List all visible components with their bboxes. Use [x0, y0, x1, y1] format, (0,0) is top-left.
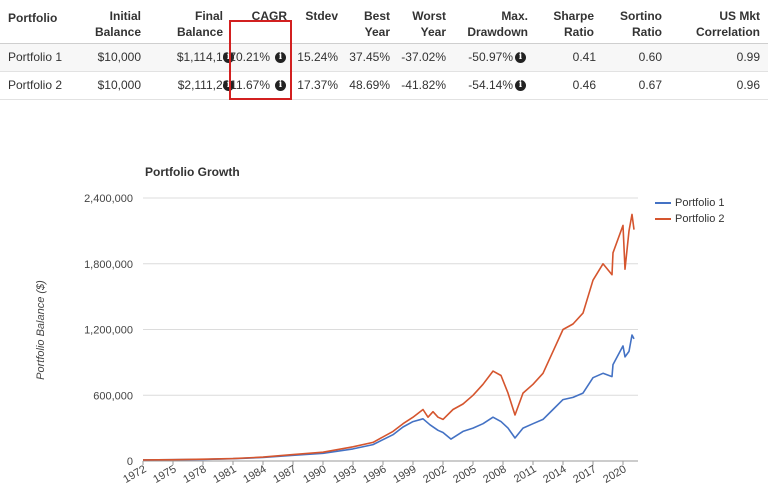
info-circle-icon[interactable]: i: [275, 80, 286, 91]
table-row: Portfolio 2 $10,000 $2,111,281 i 11.67% …: [0, 72, 768, 100]
series-line-portfolio-2: [142, 213, 635, 461]
series-lines: [142, 213, 635, 461]
y-axis-label: Portfolio Balance ($): [35, 280, 47, 380]
cell-portfolio: Portfolio 1: [8, 50, 63, 64]
grid-lines: [143, 197, 638, 462]
cell-us-mkt-correlation: 0.99: [736, 50, 760, 64]
header-final-balance: Final Balance: [176, 9, 223, 39]
header-sharpe-ratio: Sharpe Ratio: [553, 9, 594, 39]
info-circle-icon[interactable]: i: [275, 52, 286, 63]
header-us-mkt-correlation: US Mkt Correlation: [695, 9, 760, 39]
x-tick-label: 1987: [271, 463, 298, 486]
x-tick-label: 1975: [151, 463, 178, 486]
x-tick-label: 2005: [451, 463, 478, 486]
x-tick-label: 1984: [241, 463, 268, 486]
x-tick-label: 2002: [421, 463, 448, 486]
header-stdev: Stdev: [305, 9, 338, 23]
cell-sharpe-ratio: 0.46: [572, 78, 596, 92]
x-tick-label: 1993: [331, 463, 358, 486]
chart-title: Portfolio Growth: [145, 165, 240, 179]
info-circle-icon[interactable]: i: [515, 52, 526, 63]
info-circle-icon[interactable]: i: [223, 80, 234, 91]
x-tick-label: 2011: [512, 463, 538, 485]
header-initial-balance: Initial Balance: [94, 9, 141, 39]
legend-item-portfolio-1[interactable]: Portfolio 1: [655, 196, 725, 212]
header-portfolio: Portfolio: [8, 11, 58, 25]
header-best-year: Best Year: [363, 9, 390, 39]
cell-sortino-ratio: 0.67: [638, 78, 662, 92]
x-tick-label: 1981: [211, 463, 238, 486]
y-tick-label: 0: [127, 456, 133, 468]
cell-stdev: 15.24%: [297, 50, 338, 64]
chart-legend: Portfolio 1 Portfolio 2: [655, 196, 725, 228]
cagr-highlight-box: [229, 20, 292, 100]
x-tick-label: 2020: [601, 463, 628, 486]
x-tick-label: 1978: [181, 463, 208, 486]
cell-initial-balance: $10,000: [97, 50, 141, 64]
cell-sharpe-ratio: 0.41: [572, 50, 596, 64]
x-tick-label: 1999: [391, 463, 418, 486]
cell-stdev: 17.37%: [297, 78, 338, 92]
cell-worst-year: -37.02%: [401, 50, 446, 64]
x-axis-ticks: 1972 1975 1978 1981 1984 1987 1990 1993 1996 1999…: [121, 461, 629, 486]
header-sortino-ratio: Sortino Ratio: [620, 9, 662, 39]
table-row: Portfolio 1 $10,000 $1,114,107 i 10.21% …: [0, 44, 768, 72]
cell-sortino-ratio: 0.60: [638, 50, 662, 64]
x-tick-label: 2008: [481, 463, 508, 486]
legend-swatch: [655, 202, 671, 204]
legend-swatch: [655, 218, 671, 220]
header-cagr: CAGR: [251, 9, 287, 23]
cell-cagr: 11.67%: [230, 78, 270, 92]
y-tick-label: 1,800,000: [84, 259, 133, 271]
cell-best-year: 48.69%: [349, 78, 390, 92]
portfolio-stats-table: Portfolio Initial Balance Final Balance CA…: [0, 0, 768, 100]
y-tick-label: 1,200,000: [84, 325, 133, 337]
cell-max-drawdown: -50.97%: [468, 50, 513, 64]
header-max-drawdown: Max. Drawdown: [467, 9, 528, 39]
x-tick-label: 1972: [121, 463, 148, 486]
y-axis-ticks: 0 600,000 1,200,000 1,800,000 2,400,000: [84, 193, 133, 468]
x-tick-label: 1996: [361, 463, 388, 486]
cell-portfolio: Portfolio 2: [8, 78, 63, 92]
y-tick-label: 2,400,000: [84, 193, 133, 205]
x-tick-label: 2014: [541, 463, 568, 486]
legend-label: Portfolio 1: [675, 197, 725, 209]
cell-us-mkt-correlation: 0.96: [736, 78, 760, 92]
cell-initial-balance: $10,000: [97, 78, 141, 92]
cell-final-balance: $2,111,281: [177, 78, 236, 92]
legend-item-portfolio-2[interactable]: Portfolio 2: [655, 212, 725, 228]
cell-cagr: 10.21%: [229, 50, 270, 64]
x-tick-label: 2017: [571, 463, 598, 486]
x-tick-label: 1990: [301, 463, 328, 486]
cell-final-balance: $1,114,107: [176, 50, 236, 64]
info-circle-icon[interactable]: i: [223, 52, 234, 63]
table-header: Portfolio Initial Balance Final Balance CA…: [0, 0, 768, 44]
series-line-portfolio-1: [142, 334, 635, 461]
cell-worst-year: -41.82%: [401, 78, 446, 92]
cell-best-year: 37.45%: [349, 50, 390, 64]
legend-label: Portfolio 2: [675, 213, 725, 225]
header-worst-year: Worst Year: [412, 9, 446, 39]
cell-max-drawdown: -54.14%: [468, 78, 513, 92]
info-circle-icon[interactable]: i: [515, 80, 526, 91]
y-tick-label: 600,000: [93, 390, 133, 402]
